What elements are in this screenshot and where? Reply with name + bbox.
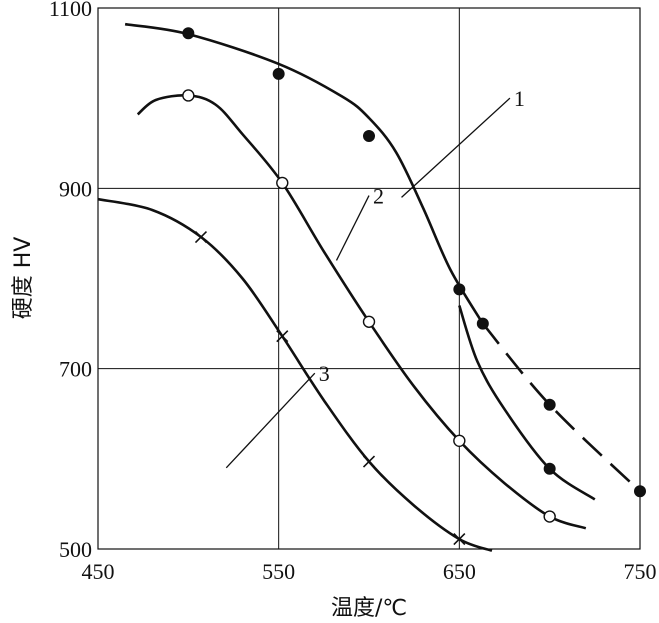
series-line-branch-3 — [458, 305, 596, 501]
tick-labels: 450 550 650 750 500 700 900 1100 — [49, 0, 657, 584]
x-axis-title: 温度/℃ — [331, 596, 407, 621]
x-tick-label-450: 450 — [82, 559, 115, 584]
callout-label-1: 1 — [514, 86, 525, 111]
data-point-2-3 — [453, 434, 466, 447]
data-point-1-0 — [182, 27, 195, 40]
y-tick-label-700: 700 — [59, 357, 92, 382]
callout-line-1 — [401, 97, 511, 198]
data-point-3-3 — [453, 533, 466, 546]
y-tick-label-1100: 1100 — [49, 0, 92, 21]
callout-line-2 — [335, 195, 370, 261]
data-point-3-2 — [362, 455, 376, 468]
series-line-2 — [136, 94, 587, 530]
data-point-3-1 — [276, 330, 289, 343]
series-line-dashed-1 — [481, 322, 641, 493]
series-curves — [97, 22, 641, 553]
y-tick-label-500: 500 — [59, 537, 92, 562]
series-line-1 — [124, 22, 484, 325]
data-point-2-2 — [362, 315, 376, 328]
callout-label-2: 2 — [373, 184, 384, 209]
series-line-3 — [97, 197, 493, 553]
callout-line-3 — [225, 372, 316, 469]
data-point-3-3-b — [453, 533, 466, 546]
y-tick-label-900: 900 — [59, 176, 92, 201]
data-point-2-1 — [276, 176, 289, 190]
data-point-3-2-b — [362, 455, 376, 468]
callouts: 1 2 3 — [225, 86, 525, 469]
data-point-1-1 — [272, 67, 285, 80]
data-point-1-6 — [634, 485, 646, 498]
data-point-2-4 — [543, 510, 556, 523]
data-markers — [182, 27, 646, 546]
data-point-1-3 — [453, 283, 466, 296]
plot-frame — [97, 7, 641, 550]
callout-label-3: 3 — [319, 361, 330, 386]
data-point-3-1-b — [276, 330, 289, 343]
data-point-3-0-b — [194, 230, 208, 244]
x-tick-label-550: 550 — [262, 559, 295, 584]
x-tick-label-750: 750 — [624, 559, 657, 584]
x-tick-label-650: 650 — [443, 559, 476, 584]
data-point-1-4 — [476, 317, 489, 330]
data-point-1-2 — [363, 130, 375, 143]
data-point-3-0 — [194, 230, 208, 244]
y-axis-title: 硬度 HV — [11, 237, 36, 320]
data-point-branch-3-0 — [543, 462, 556, 475]
grid — [98, 8, 640, 549]
data-point-2-0 — [182, 89, 195, 102]
data-point-1-5 — [543, 398, 556, 411]
